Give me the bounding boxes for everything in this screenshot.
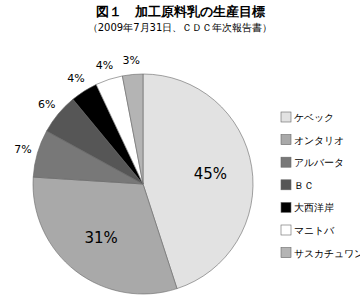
chart-container: 図１ 加工原料乳の生産目標 （2009年7月31日、ＣＤＣ年次報告書） 45% 31%… <box>0 0 360 302</box>
slices <box>33 74 253 294</box>
legend-swatch <box>281 157 291 167</box>
legend-swatch <box>281 248 291 258</box>
legend-label: ケベック <box>294 112 334 123</box>
legend-swatch <box>281 202 291 212</box>
legend-swatch <box>281 112 291 122</box>
legend-label: ＢＣ <box>294 180 314 191</box>
legend-label: オンタリオ <box>294 135 344 146</box>
legend-swatch <box>281 225 291 235</box>
legend-swatch <box>281 180 291 190</box>
pie-slice <box>33 177 177 294</box>
data-label: 6% <box>38 98 55 111</box>
title: 図１ 加工原料乳の生産目標 <box>96 4 265 19</box>
legend-label: アルバータ <box>294 157 344 168</box>
data-label: 4% <box>96 59 113 72</box>
subtitle: （2009年7月31日、ＣＤＣ年次報告書） <box>88 22 273 33</box>
legend-swatch <box>281 135 291 145</box>
data-labels: 45% 31% 7% 6% 4% 4% 3% <box>14 54 227 248</box>
data-label: 7% <box>14 143 31 156</box>
legend-label: 大西洋岸 <box>294 202 334 213</box>
chart-svg: 図１ 加工原料乳の生産目標 （2009年7月31日、ＣＤＣ年次報告書） 45% 31%… <box>0 0 360 302</box>
data-label: 4% <box>67 72 84 85</box>
data-label: 45% <box>194 165 227 183</box>
legend-label: マニトバ <box>294 225 335 236</box>
legend: ケベックオンタリオアルバータ ＢＣ 大西洋岸マニトバサスカチュワン <box>281 112 360 259</box>
data-label: 31% <box>85 229 118 247</box>
legend-label: サスカチュワン <box>294 248 360 259</box>
pie-slice <box>122 74 143 184</box>
data-label: 3% <box>123 54 140 67</box>
